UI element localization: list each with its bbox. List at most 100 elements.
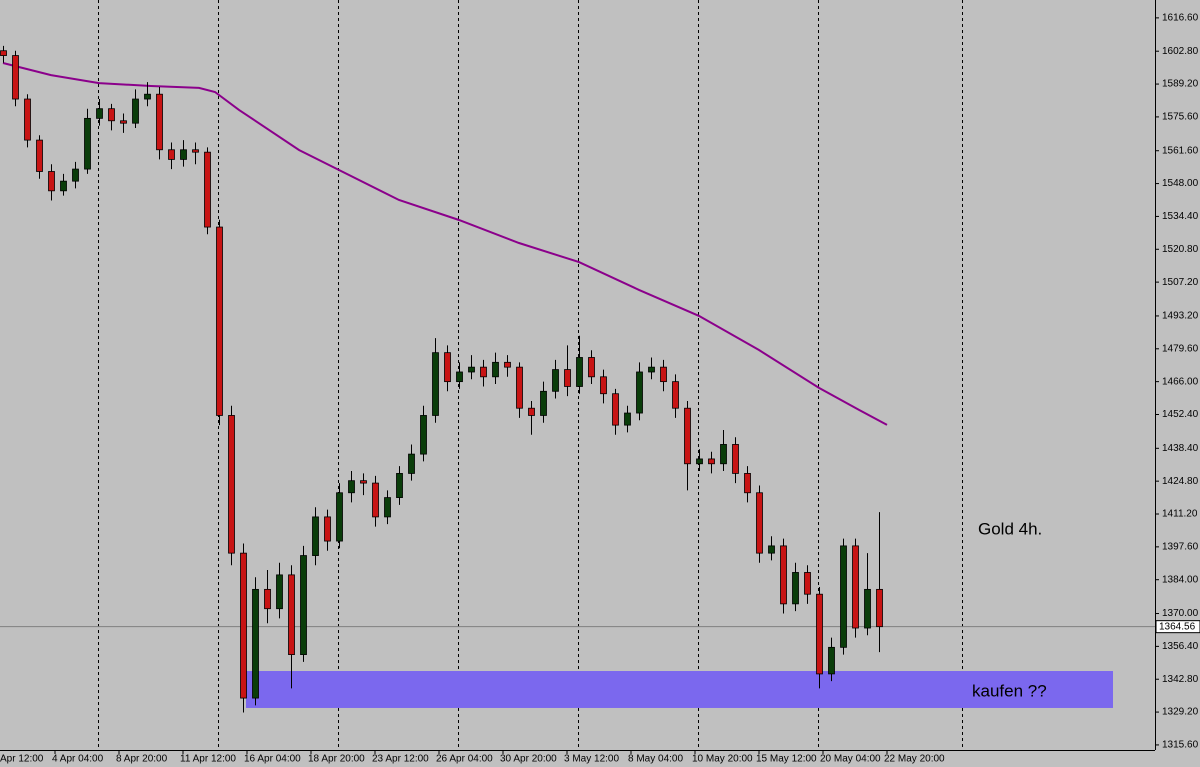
- x-tick-label: 11 Apr 12:00: [180, 754, 236, 765]
- annotation: kaufen ??: [972, 681, 1047, 700]
- candle-body: [300, 555, 307, 655]
- candle-body: [528, 407, 535, 416]
- candle-body: [420, 415, 427, 455]
- support-zone: [246, 671, 1113, 708]
- candle-body: [492, 361, 499, 378]
- candle-body: [828, 646, 835, 675]
- candle-body: [552, 369, 559, 392]
- candle-body: [48, 171, 55, 192]
- y-tick-label: 1534.40: [1162, 211, 1199, 222]
- x-tick-label: 15 May 12:00: [756, 754, 817, 765]
- y-tick-label: 1520.80: [1162, 244, 1199, 255]
- moving-average: [2, 62, 888, 426]
- candle-body: [36, 139, 43, 172]
- candle-body: [756, 492, 763, 554]
- candle-body: [336, 492, 343, 542]
- x-tick-label: 4 Apr 04:00: [52, 754, 104, 765]
- candle-body: [768, 545, 775, 554]
- candle-body: [480, 366, 487, 378]
- y-tick-label: 1342.80: [1162, 674, 1199, 685]
- y-tick-label: 1452.40: [1162, 409, 1199, 420]
- x-tick-label: 23 Apr 12:00: [372, 754, 429, 765]
- x-tick-label: Apr 12:00: [0, 754, 44, 765]
- candle-body: [84, 117, 91, 170]
- y-tick-label: 1493.20: [1162, 311, 1199, 322]
- x-tick-label: 8 Apr 20:00: [116, 754, 168, 765]
- candle-body: [396, 473, 403, 498]
- y-tick-label: 1575.60: [1162, 112, 1199, 123]
- x-tick-label: 22 May 20:00: [884, 754, 945, 765]
- candle-body: [252, 588, 259, 699]
- candle-body: [636, 371, 643, 414]
- candle-body: [204, 151, 211, 228]
- candle-body: [672, 381, 679, 409]
- candle-body: [0, 50, 7, 56]
- candle-body: [120, 120, 127, 124]
- candle-body: [444, 352, 451, 383]
- x-tick-label: 20 May 04:00: [820, 754, 881, 765]
- candle-body: [108, 108, 115, 122]
- x-tick-label: 10 May 20:00: [692, 754, 753, 765]
- candle-body: [612, 393, 619, 426]
- candle-body: [540, 390, 547, 416]
- candle-body: [264, 588, 271, 610]
- candle-body: [276, 574, 283, 610]
- candle-body: [12, 55, 19, 100]
- candle-body: [384, 497, 391, 518]
- candle-body: [876, 588, 883, 628]
- candle-body: [792, 572, 799, 605]
- y-tick-label: 1616.60: [1162, 13, 1199, 24]
- candle-body: [348, 480, 355, 494]
- price-label: 1364.56: [1159, 621, 1196, 632]
- y-tick-label: 1411.20: [1162, 509, 1198, 520]
- candle-body: [696, 458, 703, 465]
- candle-body: [504, 361, 511, 368]
- candle-body: [684, 407, 691, 465]
- candle-body: [660, 366, 667, 383]
- candle-body: [324, 516, 331, 542]
- y-tick-label: 1561.60: [1162, 145, 1199, 156]
- candle-body: [744, 473, 751, 494]
- y-tick-label: 1507.20: [1162, 277, 1199, 288]
- x-tick-label: 3 May 12:00: [564, 754, 619, 765]
- candle-body: [816, 593, 823, 675]
- candle-body: [468, 366, 475, 373]
- x-tick-label: 30 Apr 20:00: [500, 754, 557, 765]
- x-tick-label: 18 Apr 20:00: [308, 754, 365, 765]
- y-tick-label: 1315.60: [1162, 740, 1199, 751]
- y-tick-label: 1356.40: [1162, 641, 1199, 652]
- y-tick-label: 1466.00: [1162, 376, 1199, 387]
- candle-body: [288, 574, 295, 655]
- y-tick-label: 1438.40: [1162, 443, 1199, 454]
- candle-body: [432, 352, 439, 416]
- candle-body: [780, 545, 787, 605]
- candle-body: [576, 357, 583, 387]
- candle-body: [144, 93, 151, 100]
- x-tick-label: 16 Apr 04:00: [244, 754, 301, 765]
- candle-body: [372, 482, 379, 518]
- candle-body: [708, 458, 715, 465]
- candle-body: [732, 444, 739, 474]
- y-tick-label: 1384.00: [1162, 574, 1199, 585]
- y-tick-label: 1602.80: [1162, 46, 1199, 57]
- candle-body: [840, 545, 847, 648]
- x-tick-label: 8 May 04:00: [628, 754, 683, 765]
- y-tick-label: 1370.00: [1162, 608, 1199, 619]
- candle-body: [228, 415, 235, 554]
- candle-body: [456, 371, 463, 383]
- y-tick-label: 1589.20: [1162, 79, 1199, 90]
- candle-body: [60, 180, 67, 192]
- candle-body: [588, 357, 595, 378]
- x-tick-label: 26 Apr 04:00: [436, 754, 493, 765]
- candle-body: [564, 369, 571, 387]
- candle-body: [132, 98, 139, 124]
- candle-body: [624, 412, 631, 426]
- candle-body: [720, 444, 727, 465]
- candle-body: [408, 453, 415, 474]
- candle-body: [516, 366, 523, 409]
- y-tick-label: 1397.60: [1162, 542, 1199, 553]
- candle-body: [180, 149, 187, 160]
- y-tick-label: 1329.20: [1162, 707, 1199, 718]
